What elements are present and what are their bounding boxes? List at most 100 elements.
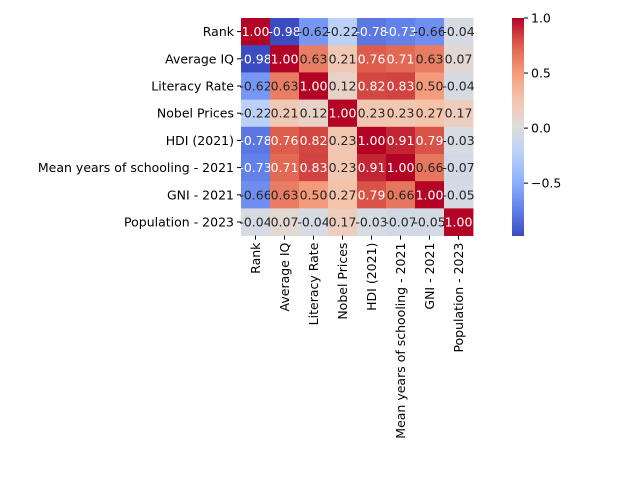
cell-value-label: -0.04 (442, 79, 474, 94)
heatmap-cell (415, 126, 445, 155)
heatmap-cell (444, 99, 474, 128)
heatmap-cell (415, 45, 445, 73)
cell-value-label: -0.07 (384, 215, 416, 230)
cell-value-label: 1.00 (271, 51, 299, 66)
heatmap-cell (241, 126, 271, 155)
cell-value-label: 0.12 (300, 106, 328, 121)
heatmap-cell (328, 72, 358, 100)
x-tick-label: Literacy Rate (306, 242, 321, 325)
heatmap-cell (328, 181, 358, 209)
heatmap-cell (415, 99, 445, 128)
cell-value-label: 1.00 (387, 160, 415, 175)
y-tick-labels: Rank Average IQ Literacy Rate Nobel Prices H… (38, 24, 241, 230)
colorbar-tick-label: 1.0 (531, 11, 551, 26)
heatmap-cell (444, 126, 474, 155)
heatmap-cell (415, 72, 445, 100)
cell-value-label: 0.17 (329, 215, 357, 230)
x-tick-label: Rank (248, 242, 263, 274)
x-tick-label: Population - 2023 (451, 243, 466, 353)
cell-value-label: -0.66 (239, 187, 271, 202)
heatmap-cell (357, 154, 387, 182)
x-tick-label: GNI - 2021 (422, 243, 437, 310)
heatmap-cell (444, 154, 474, 182)
cell-value-label: 0.91 (358, 160, 386, 175)
cell-value-label: 0.12 (329, 79, 357, 94)
cell-value-label: 0.23 (387, 106, 415, 121)
cell-value-label: 0.66 (416, 160, 444, 175)
colorbar-tick-label: 0.5 (531, 66, 551, 81)
cell-value-label: 0.27 (329, 187, 357, 202)
heatmap-cell (415, 208, 445, 236)
cell-value-label: 0.63 (300, 51, 328, 66)
heatmap-cell (415, 18, 445, 46)
heatmap-cell (444, 18, 474, 46)
cell-value-label: -0.22 (326, 24, 358, 39)
heatmap-cell (241, 18, 271, 46)
heatmap-cell (386, 154, 416, 182)
cell-value-label: 0.83 (300, 160, 328, 175)
cell-value-label: 0.23 (329, 160, 357, 175)
y-tick-label: Mean years of schooling - 2021 (38, 160, 234, 175)
cell-value-label: 0.91 (387, 133, 415, 148)
cell-value-label: 0.63 (271, 79, 299, 94)
heatmap-cell (357, 126, 387, 155)
cell-value-label: 1.00 (445, 215, 473, 230)
cell-value-label: 1.00 (329, 106, 357, 121)
cell-value-label: 1.00 (416, 187, 444, 202)
heatmap-cell (299, 72, 329, 100)
cell-value-label: 0.76 (358, 51, 386, 66)
cell-value-label: 0.21 (271, 106, 299, 121)
heatmap-cell (357, 208, 387, 236)
cell-value-label: 0.23 (329, 133, 357, 148)
cell-value-label: -0.04 (297, 215, 329, 230)
heatmap-cell (357, 72, 387, 100)
cell-value-label: 1.00 (358, 133, 386, 148)
cell-value-label: -0.78 (355, 24, 387, 39)
cell-value-label: 0.79 (358, 187, 386, 202)
y-tick-label: Rank (203, 24, 235, 39)
cell-value-label: -0.07 (442, 160, 474, 175)
cell-value-label: -0.05 (413, 215, 445, 230)
colorbar-gradient (512, 18, 524, 236)
cell-value-label: 0.83 (387, 79, 415, 94)
heatmap-cell (241, 99, 271, 128)
cell-value-label: -0.98 (239, 51, 271, 66)
cell-value-label: 0.79 (416, 133, 444, 148)
heatmap-cell (444, 208, 474, 236)
cell-value-label: -0.62 (239, 79, 271, 94)
heatmap-cell (328, 45, 358, 73)
heatmap-cell (444, 72, 474, 100)
heatmap-cell (386, 126, 416, 155)
y-tick-label: Average IQ (165, 51, 234, 66)
cell-value-label: 0.17 (445, 106, 473, 121)
heatmap-cell (328, 18, 358, 46)
heatmap-cell (299, 208, 329, 236)
heatmap-cell (299, 45, 329, 73)
cell-value-label: 0.50 (416, 79, 444, 94)
x-tick-labels: Rank Average IQ Literacy Rate Nobel Prices H… (248, 235, 466, 439)
heatmap-cell (241, 45, 271, 73)
cell-value-label: 0.21 (329, 51, 357, 66)
cell-value-label: 0.27 (416, 106, 444, 121)
cell-value-label: -0.66 (413, 24, 445, 39)
heatmap-cell (270, 208, 300, 236)
x-tick-label: Average IQ (277, 242, 292, 311)
cell-value-label: -0.62 (297, 24, 329, 39)
cell-value-label: 0.07 (271, 215, 299, 230)
heatmap-cell (328, 154, 358, 182)
heatmap-cells: 1.00-0.98-0.62-0.22-0.78-0.73-0.66-0.04-… (239, 18, 475, 236)
x-tick-label: Nobel Prices (335, 243, 350, 320)
heatmap-cell (444, 45, 474, 73)
heatmap-cell (357, 99, 387, 128)
heatmap-cell (415, 154, 445, 182)
x-tick-label: HDI (2021) (364, 243, 379, 311)
cell-value-label: 0.71 (271, 160, 299, 175)
colorbar-tick-label: −0.5 (531, 176, 561, 191)
heatmap-cell (357, 45, 387, 73)
heatmap-cell (357, 18, 387, 46)
heatmap-cell (444, 181, 474, 209)
heatmap-cell (241, 181, 271, 209)
heatmap-cell (270, 72, 300, 100)
heatmap-cell (241, 154, 271, 182)
